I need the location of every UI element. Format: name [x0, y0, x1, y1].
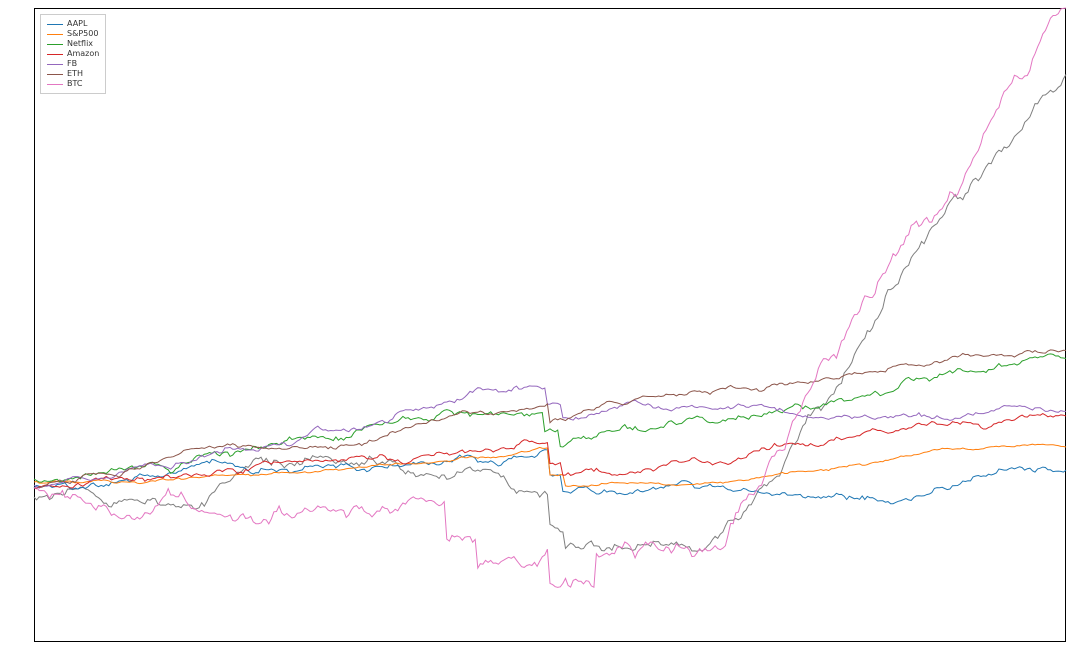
legend-label: S&P500	[67, 29, 98, 39]
legend-swatch	[47, 84, 63, 85]
legend-item: AAPL	[47, 19, 99, 29]
legend-label: Netflix	[67, 39, 93, 49]
legend-label: AAPL	[67, 19, 87, 29]
legend-item: BTC	[47, 79, 99, 89]
legend-label: Amazon	[67, 49, 99, 59]
legend-swatch	[47, 64, 63, 65]
legend-swatch	[47, 74, 63, 75]
series-s&p500	[34, 444, 1066, 486]
series-btc_gray	[34, 74, 1066, 551]
legend-swatch	[47, 44, 63, 45]
legend-item: ETH	[47, 69, 99, 79]
legend: AAPLS&P500NetflixAmazonFBETHBTC	[40, 14, 106, 94]
legend-item: S&P500	[47, 29, 99, 39]
series-aapl	[34, 450, 1066, 504]
legend-label: FB	[67, 59, 77, 69]
legend-swatch	[47, 34, 63, 35]
legend-label: ETH	[67, 69, 83, 79]
legend-swatch	[47, 54, 63, 55]
legend-label: BTC	[67, 79, 83, 89]
legend-swatch	[47, 24, 63, 25]
legend-item: FB	[47, 59, 99, 69]
legend-item: Amazon	[47, 49, 99, 59]
chart-canvas	[0, 0, 1080, 657]
legend-item: Netflix	[47, 39, 99, 49]
